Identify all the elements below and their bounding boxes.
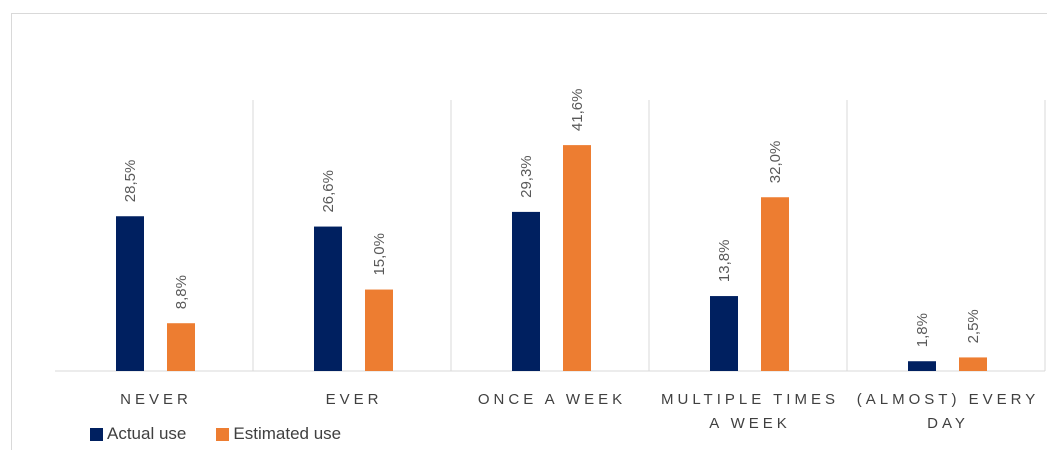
value-label-actual-use: 1,8% [914, 313, 931, 347]
category-label: NEVER [120, 391, 192, 408]
legend-swatch-actual-use [90, 427, 103, 441]
value-label-estimated-use: 15,0% [371, 233, 388, 276]
category-label: (ALMOST) EVERY [857, 391, 1039, 408]
value-label-actual-use: 29,3% [518, 155, 535, 198]
bar-actual-use [908, 361, 936, 371]
category-label: ONCE A WEEK [478, 391, 626, 408]
legend-swatch-estimated-use [216, 427, 230, 441]
chart-frame [11, 13, 1047, 450]
value-label-actual-use: 28,5% [122, 160, 139, 203]
bar-estimated-use [761, 197, 789, 371]
value-label-estimated-use: 32,0% [767, 141, 784, 184]
bar-estimated-use [959, 357, 987, 371]
value-label-estimated-use: 2,5% [965, 309, 982, 343]
bar-estimated-use [365, 289, 393, 371]
category-label: DAY [927, 415, 969, 432]
bar-actual-use [512, 211, 540, 371]
legend-label-estimated-use: Estimated use [233, 424, 342, 443]
bar-estimated-use [167, 323, 195, 371]
value-label-actual-use: 26,6% [320, 170, 337, 213]
category-label: EVER [326, 391, 383, 408]
legend-item-estimated-use: Estimated use [216, 424, 341, 444]
value-label-estimated-use: 8,8% [173, 275, 190, 309]
value-label-actual-use: 13,8% [716, 240, 733, 283]
value-label-estimated-use: 41,6% [569, 89, 586, 132]
legend-label-actual-use: Actual use [107, 424, 187, 443]
bar-estimated-use [563, 145, 591, 371]
category-label: MULTIPLE TIMES [661, 391, 839, 408]
legend: Actual use Estimated use [90, 424, 341, 444]
bar-actual-use [710, 296, 738, 371]
category-label: A WEEK [709, 415, 791, 432]
bar-actual-use [116, 216, 144, 371]
legend-item-actual-use: Actual use [90, 424, 186, 444]
bar-actual-use [314, 226, 342, 371]
